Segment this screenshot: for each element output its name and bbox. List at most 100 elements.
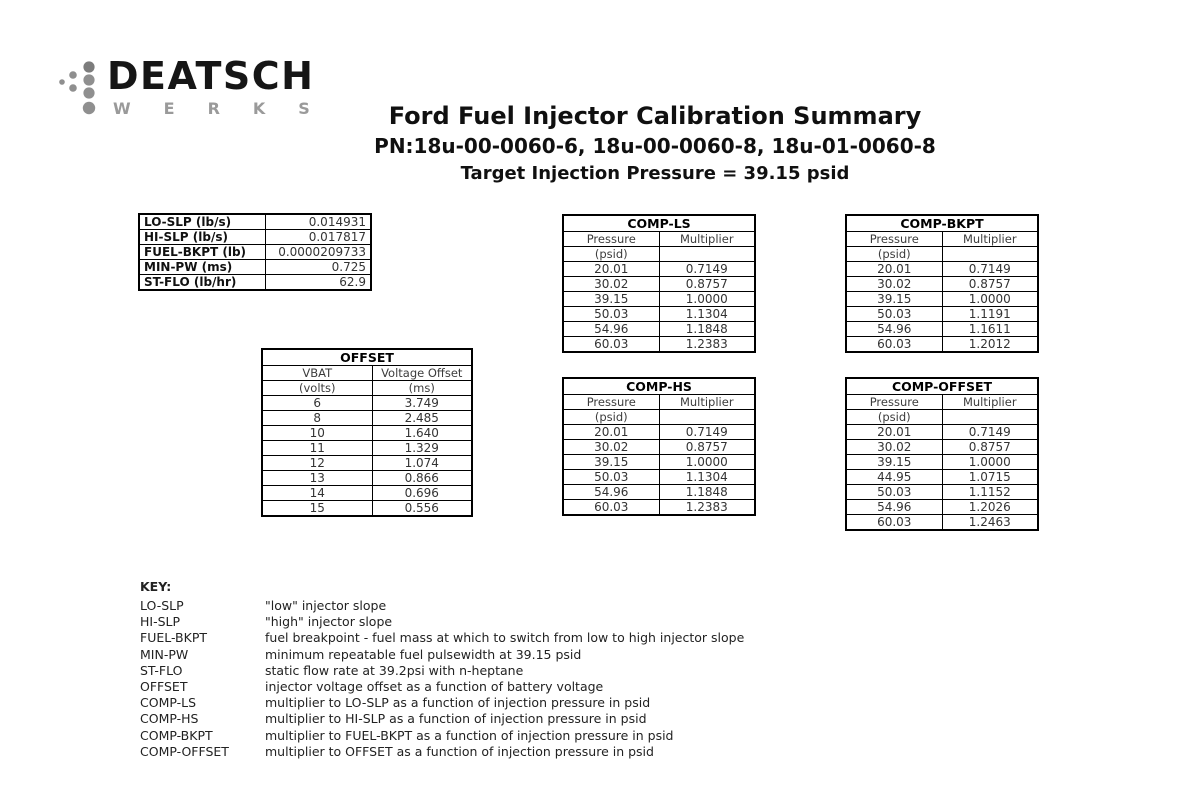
column-unit: (psid): [845, 409, 943, 425]
param-label: MIN-PW (ms): [138, 259, 266, 275]
table-row: 15 0.556: [261, 500, 473, 517]
multiplier-value: 0.8757: [658, 276, 756, 292]
vbat-value: 14: [261, 485, 373, 501]
key-definition: multiplier to OFFSET as a function of in…: [265, 743, 654, 759]
column-header: Multiplier: [941, 231, 1039, 247]
table-row: 11 1.329: [261, 440, 473, 456]
multiplier-value: 1.0000: [941, 454, 1039, 470]
key-entry: FUEL-BKPT fuel breakpoint - fuel mass at …: [140, 630, 744, 646]
logo-text: DEATSCH WERKS: [107, 57, 343, 118]
table-row: OFFSET: [261, 348, 473, 366]
table-row: (psid): [845, 246, 1039, 262]
pressure-value: 39.15: [845, 291, 943, 307]
pressure-value: 60.03: [845, 514, 943, 531]
table-row: (psid): [562, 246, 756, 262]
pressure-value: 54.96: [845, 321, 943, 337]
key-definition: minimum repeatable fuel pulsewidth at 39…: [265, 646, 582, 662]
table-row: HI-SLP (lb/s) 0.017817: [138, 229, 372, 245]
key-definition: "low" injector slope: [265, 598, 387, 613]
multiplier-value: 0.7149: [941, 261, 1039, 277]
table-row: 14 0.696: [261, 485, 473, 501]
multiplier-value: 0.7149: [658, 261, 756, 277]
table-row: Pressure Multiplier: [562, 231, 756, 247]
column-unit: [658, 409, 756, 425]
voltage-offset-value: 1.329: [371, 440, 473, 456]
pressure-value: 39.15: [562, 454, 660, 470]
multiplier-value: 1.0000: [658, 454, 756, 470]
column-header: Voltage Offset: [371, 365, 473, 381]
table-row: 54.96 1.1848: [562, 321, 756, 337]
table-row: 20.01 0.7149: [562, 424, 756, 440]
column-unit: (psid): [845, 246, 943, 262]
vbat-value: 8: [261, 410, 373, 426]
pressure-value: 50.03: [845, 484, 943, 500]
table-row: 60.03 1.2383: [562, 499, 756, 516]
page-title: Ford Fuel Injector Calibration Summary: [388, 102, 922, 130]
table-row: 30.02 0.8757: [845, 276, 1039, 292]
key-heading: KEY:: [140, 579, 172, 594]
pressure-value: 30.02: [562, 439, 660, 455]
multiplier-value: 1.2383: [658, 336, 756, 353]
table-row: 50.03 1.1304: [562, 469, 756, 485]
table-title: COMP-BKPT: [845, 214, 1039, 232]
comp-table-comp-offset: COMP-OFFSET Pressure Multiplier (psid) 20.01…: [845, 377, 1040, 531]
table-row: (volts) (ms): [261, 380, 473, 396]
pressure-value: 44.95: [845, 469, 943, 485]
table-row: LO-SLP (lb/s) 0.014931: [138, 213, 372, 230]
table-row: ST-FLO (lb/hr) 62.9: [138, 274, 372, 291]
key-term: ST-FLO: [140, 662, 183, 678]
pressure-value: 50.03: [562, 469, 660, 485]
column-unit: (psid): [562, 246, 660, 262]
table-row: 6 3.749: [261, 395, 473, 411]
key-term: COMP-HS: [140, 711, 199, 727]
table-row: 20.01 0.7149: [845, 424, 1039, 440]
multiplier-value: 1.1304: [658, 306, 756, 322]
table-row: MIN-PW (ms) 0.725: [138, 259, 372, 275]
voltage-offset-value: 0.866: [371, 470, 473, 486]
key-rows: LO-SLP "low" injector slope HI-SLP "high" i…: [140, 598, 744, 760]
key-entry: LO-SLP "low" injector slope: [140, 598, 744, 614]
table-row: 39.15 1.0000: [845, 291, 1039, 307]
deatschwerks-logo: DEATSCH WERKS: [56, 57, 343, 119]
table-row: 50.03 1.1152: [845, 484, 1039, 500]
column-header: Pressure: [562, 394, 660, 410]
pressure-value: 39.15: [845, 454, 943, 470]
column-header: Pressure: [845, 394, 943, 410]
vbat-value: 12: [261, 455, 373, 471]
key-term: LO-SLP: [140, 598, 184, 613]
table-row: 8 2.485: [261, 410, 473, 426]
key-entry: ST-FLO static flow rate at 39.2psi with n…: [140, 663, 744, 679]
table-row: 30.02 0.8757: [845, 439, 1039, 455]
column-unit: [658, 246, 756, 262]
column-header: Pressure: [845, 231, 943, 247]
param-label: HI-SLP (lb/s): [138, 229, 266, 245]
pressure-value: 30.02: [845, 439, 943, 455]
key-definition: static flow rate at 39.2psi with n-hepta…: [265, 662, 524, 678]
logo-dots-icon: [59, 61, 96, 115]
table-row: VBAT Voltage Offset: [261, 365, 473, 381]
multiplier-value: 0.7149: [941, 424, 1039, 440]
key-term: COMP-OFFSET: [140, 743, 229, 759]
key-entry: COMP-LS multiplier to LO-SLP as a functio…: [140, 695, 744, 711]
pressure-value: 60.03: [562, 336, 660, 353]
column-unit: [941, 246, 1039, 262]
pressure-value: 30.02: [845, 276, 943, 292]
key-entry: OFFSET injector voltage offset as a funct…: [140, 679, 744, 695]
multiplier-value: 1.2383: [658, 499, 756, 516]
table-row: 39.15 1.0000: [562, 291, 756, 307]
part-numbers: PN:18u-00-0060-6, 18u-00-0060-8, 18u-01-…: [374, 134, 936, 158]
voltage-offset-value: 0.696: [371, 485, 473, 501]
table-row: 54.96 1.1611: [845, 321, 1039, 337]
column-header: VBAT: [261, 365, 373, 381]
voltage-offset-value: 0.556: [371, 500, 473, 517]
pressure-value: 20.01: [845, 424, 943, 440]
key-definition: multiplier to HI-SLP as a function of in…: [265, 711, 647, 727]
table-row: 50.03 1.1191: [845, 306, 1039, 322]
vbat-value: 11: [261, 440, 373, 456]
table-title: OFFSET: [261, 348, 473, 366]
pressure-value: 50.03: [845, 306, 943, 322]
multiplier-value: 0.7149: [658, 424, 756, 440]
multiplier-value: 1.1848: [658, 321, 756, 337]
key-term: OFFSET: [140, 679, 188, 695]
